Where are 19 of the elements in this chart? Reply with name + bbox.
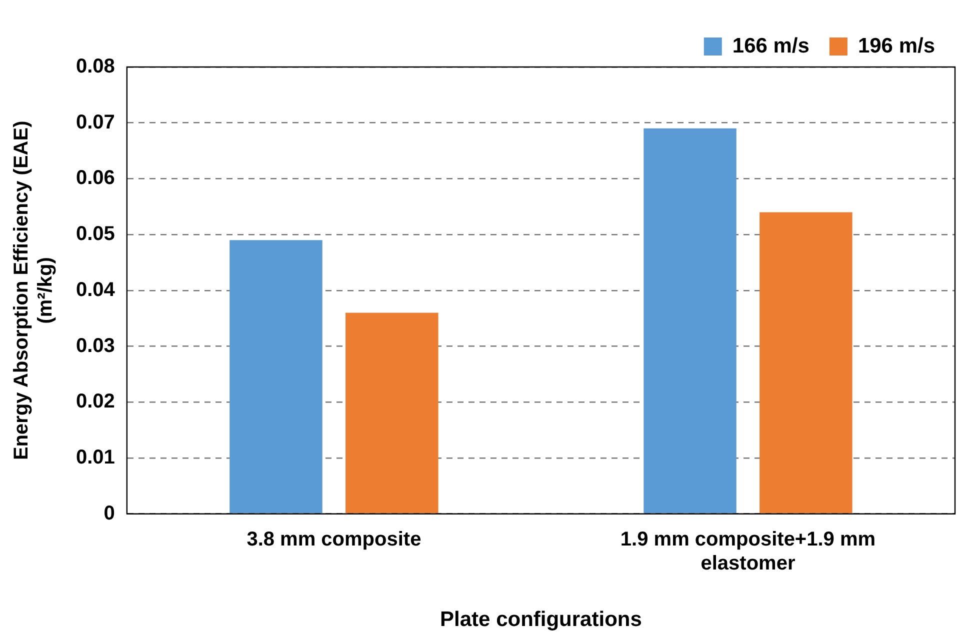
- y-tick-label: 0: [104, 502, 115, 524]
- bar: [346, 312, 438, 514]
- y-tick-label: 0.01: [76, 446, 115, 468]
- x-axis-title: Plate configurations: [440, 608, 642, 632]
- y-tick-label: 0.06: [76, 167, 115, 190]
- legend-label: 166 m/s: [732, 34, 810, 58]
- y-tick-label: 0.02: [76, 390, 115, 413]
- y-tick-label: 0.05: [76, 223, 115, 246]
- bar: [644, 128, 736, 514]
- x-tick-label: 1.9 mm composite+1.9 mm elastomer: [620, 528, 876, 574]
- x-tick-label: 3.8 mm composite: [246, 528, 422, 550]
- y-axis-title: Energy Absorption Efficiency (EAE) (m²/kg): [10, 120, 57, 460]
- y-tick-label: 0.08: [76, 56, 115, 78]
- y-tick-label: 0.04: [76, 278, 116, 301]
- legend-label: 196 m/s: [858, 34, 936, 58]
- bar: [230, 240, 322, 514]
- bar: [760, 212, 852, 514]
- y-tick-label: 0.03: [76, 334, 115, 357]
- y-tick-label: 0.07: [76, 111, 115, 134]
